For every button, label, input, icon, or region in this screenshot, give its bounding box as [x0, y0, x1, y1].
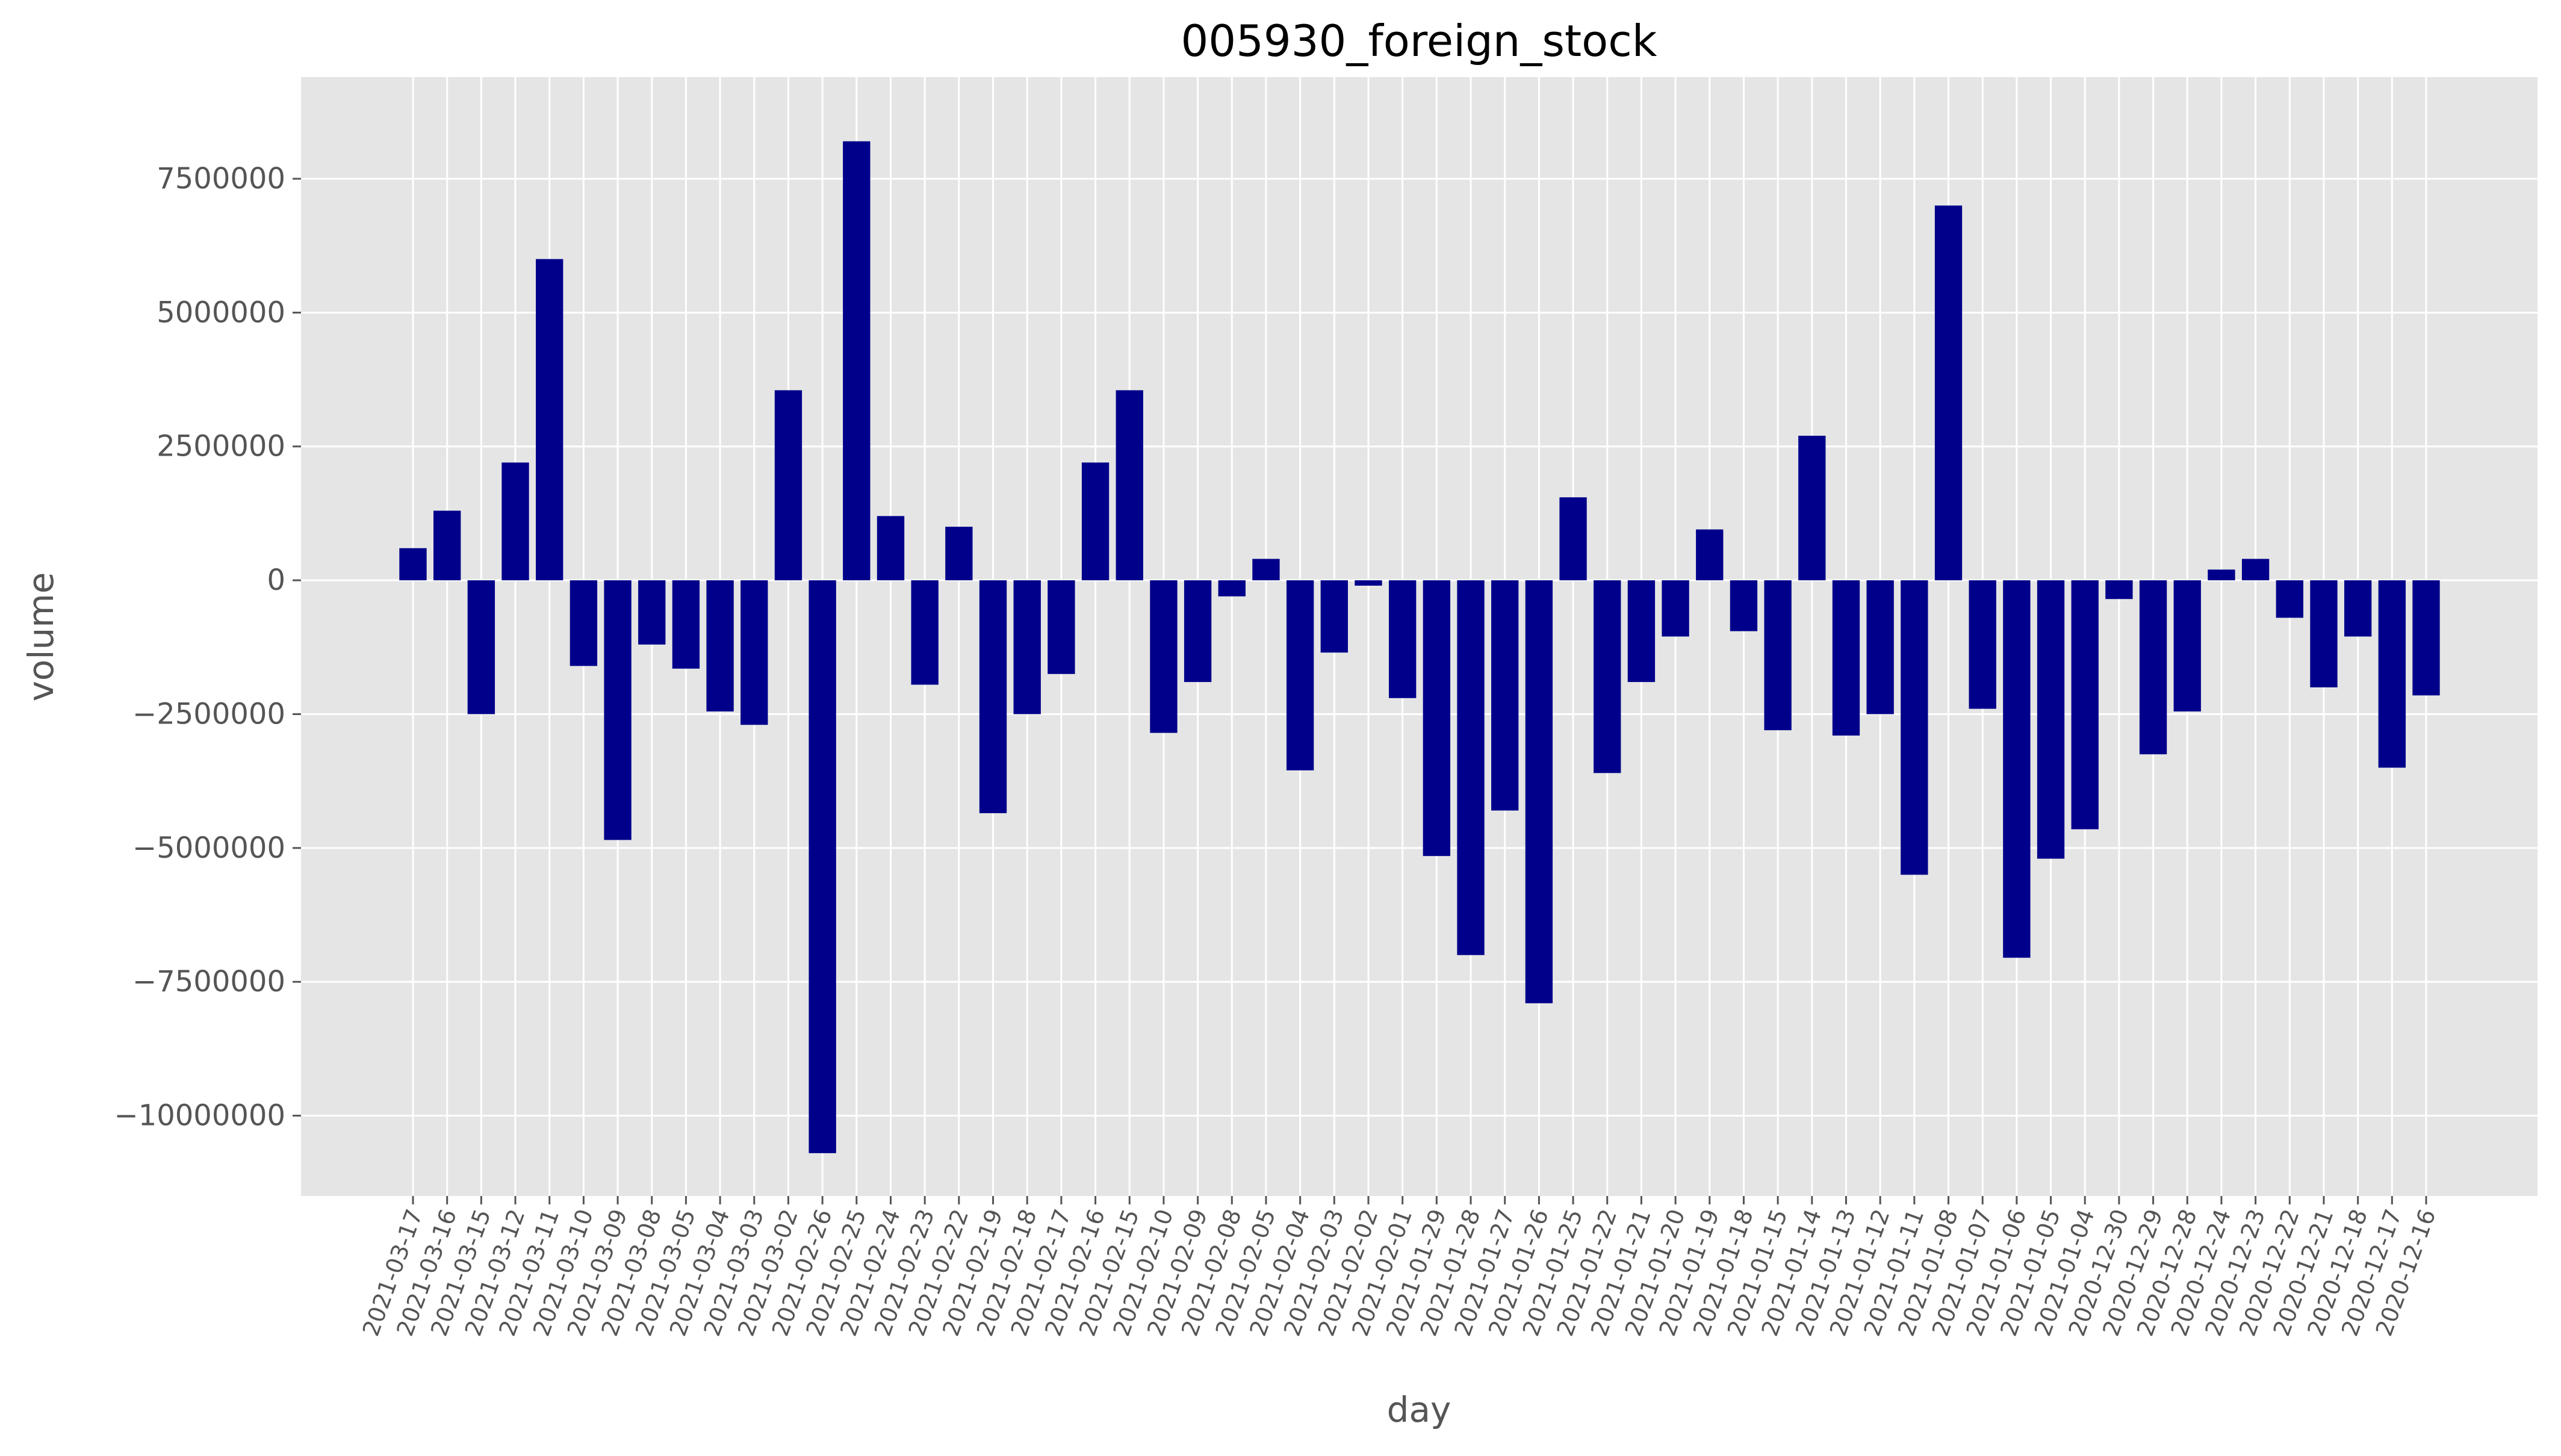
bar — [1866, 580, 1894, 714]
bar — [1286, 580, 1314, 770]
bar — [1559, 497, 1587, 581]
bar — [774, 390, 802, 581]
bar — [2310, 580, 2338, 687]
bar — [2344, 580, 2372, 637]
bar — [1901, 580, 1928, 875]
y-tick-label: 5000000 — [157, 296, 285, 329]
bar — [843, 141, 871, 581]
bar — [979, 580, 1007, 814]
bar — [1594, 580, 1621, 773]
bar — [1934, 205, 1963, 581]
bar — [2105, 580, 2133, 599]
bar — [1150, 580, 1178, 733]
bar — [1252, 559, 1280, 581]
bar — [467, 580, 495, 714]
bar — [1184, 580, 1212, 683]
x-ticks: 2021-03-172021-03-162021-03-152021-03-12… — [358, 1196, 2441, 1340]
bar — [1798, 435, 1826, 581]
bar — [1116, 390, 1143, 581]
bar — [1969, 580, 1996, 709]
y-tick-label: −10000000 — [114, 1099, 285, 1133]
bar — [2208, 569, 2235, 581]
bar — [740, 580, 768, 725]
bar — [570, 580, 598, 666]
bar — [2412, 580, 2440, 696]
bar — [1013, 580, 1041, 714]
bar — [2071, 580, 2099, 829]
y-tick-label: −5000000 — [132, 831, 285, 865]
bar — [945, 527, 973, 581]
bar — [911, 580, 939, 685]
bar — [1662, 580, 1689, 637]
bar — [1423, 580, 1451, 857]
bar — [1081, 462, 1110, 581]
y-ticks: −10000000 −7500000 −5000000 −2500000 0 250000… — [114, 162, 301, 1133]
bars — [399, 141, 2440, 1153]
bar — [1696, 529, 1724, 581]
bar — [1491, 580, 1519, 811]
bar — [1355, 580, 1382, 586]
bar — [2276, 580, 2303, 618]
bar — [1048, 580, 1075, 674]
bar — [706, 580, 734, 712]
chart-title: 005930_foreign_stock — [1181, 16, 1657, 66]
y-tick-label: −7500000 — [132, 965, 285, 999]
y-tick-label: 2500000 — [157, 430, 285, 463]
y-tick-label: −2500000 — [132, 697, 285, 731]
bar — [2139, 580, 2167, 755]
y-tick-label: 7500000 — [157, 162, 285, 196]
bar — [638, 580, 666, 645]
bar — [1320, 580, 1348, 653]
bar — [1218, 580, 1246, 596]
bar — [2037, 580, 2065, 859]
bar — [2003, 580, 2031, 958]
bar — [1832, 580, 1860, 736]
bar — [1388, 580, 1417, 698]
bar — [399, 548, 427, 581]
bar — [1525, 580, 1553, 1003]
grid-lines — [301, 77, 2538, 1196]
y-tick-label: 0 — [267, 563, 285, 597]
bar — [809, 580, 836, 1153]
bar — [2241, 559, 2270, 581]
bar — [501, 462, 529, 581]
bar — [1627, 580, 1656, 683]
bar — [433, 510, 461, 581]
bar — [877, 516, 905, 581]
bar — [536, 259, 563, 581]
plot-background — [301, 77, 2538, 1196]
bar — [1764, 580, 1792, 731]
bar — [1730, 580, 1758, 631]
bar — [1457, 580, 1485, 955]
bar — [2173, 580, 2201, 712]
bar — [2378, 580, 2406, 768]
bar — [604, 580, 632, 840]
bar — [672, 580, 700, 669]
x-axis-label: day — [1387, 1389, 1451, 1430]
y-axis-label: volume — [20, 572, 61, 702]
